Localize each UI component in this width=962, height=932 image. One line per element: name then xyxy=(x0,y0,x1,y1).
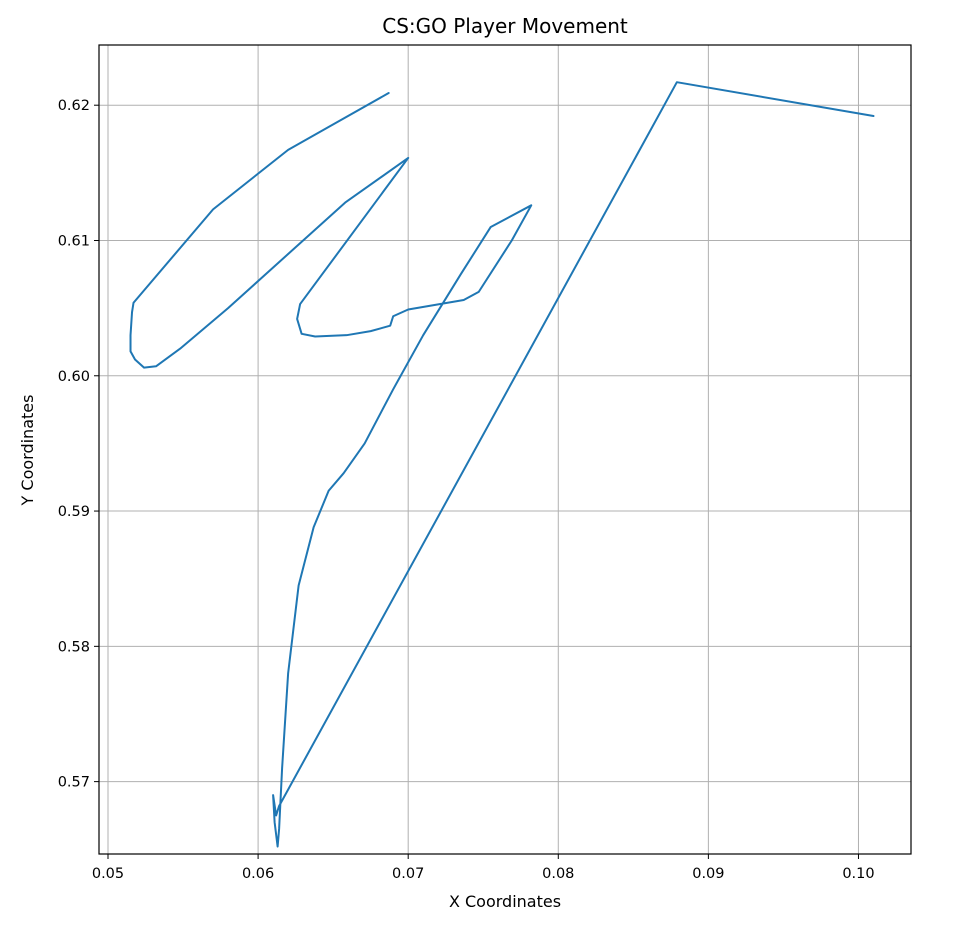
y-tick-label: 0.62 xyxy=(58,98,90,114)
series-layer xyxy=(129,81,875,848)
chart-title: CS:GO Player Movement xyxy=(382,14,628,38)
grid-layer xyxy=(99,45,911,854)
x-tick-label: 0.05 xyxy=(92,866,124,882)
x-tick-label: 0.06 xyxy=(242,866,274,882)
y-tick-label: 0.58 xyxy=(58,639,90,655)
y-axis-label: Y Coordinates xyxy=(18,395,37,507)
x-tick-label: 0.09 xyxy=(692,866,724,882)
y-tick-label: 0.60 xyxy=(58,369,90,385)
tick-layer: 0.05 0.06 0.07 0.08 0.09 0.10 0.57 0.58 0.59 0.60… xyxy=(58,98,875,882)
x-axis-label: X Coordinates xyxy=(449,892,561,911)
x-tick-label: 0.07 xyxy=(392,866,424,882)
series-line-0 xyxy=(129,81,875,848)
x-tick-label: 0.10 xyxy=(842,866,874,882)
y-tick-label: 0.59 xyxy=(58,504,90,520)
y-tick-label: 0.57 xyxy=(58,775,90,791)
y-tick-label: 0.61 xyxy=(58,233,90,249)
x-tick-label: 0.08 xyxy=(542,866,574,882)
plot-area-frame xyxy=(98,44,912,855)
